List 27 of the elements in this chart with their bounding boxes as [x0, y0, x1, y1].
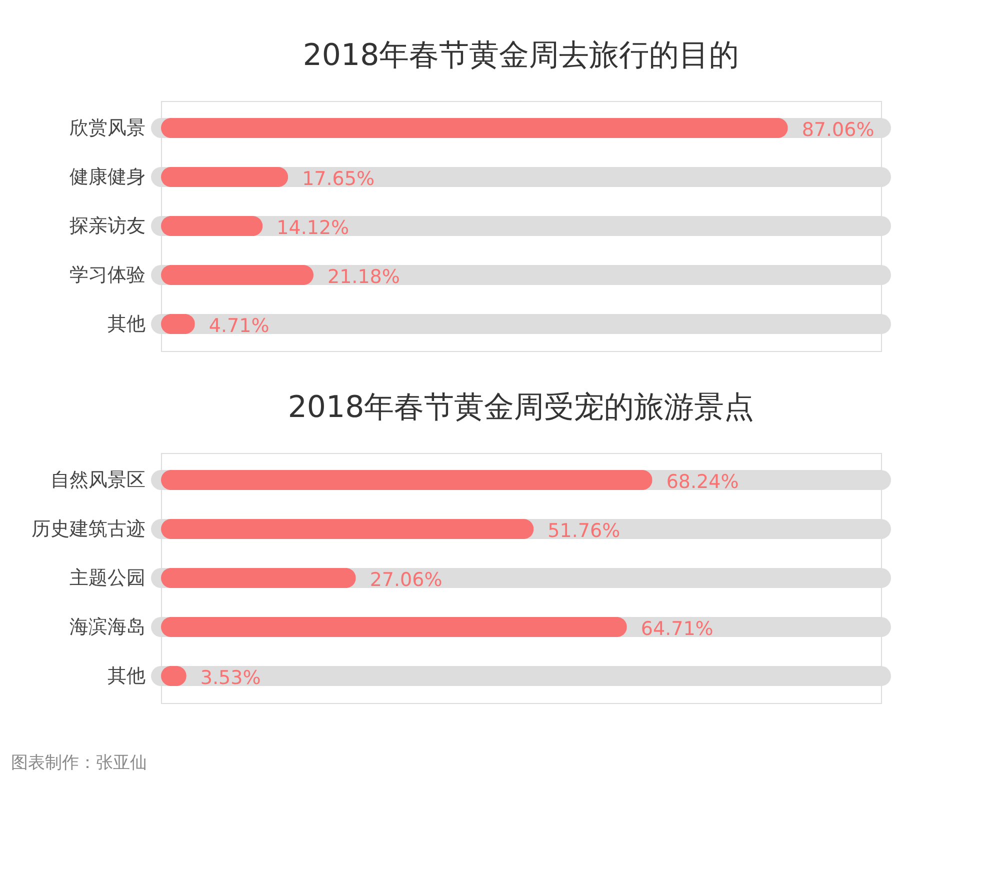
y-tick-label: 其他	[108, 665, 146, 688]
chart-title: 2018年春节黄金周去旅行的目的	[302, 38, 740, 73]
data-label: 4.71%	[208, 315, 270, 338]
y-tick-label: 学习体验	[70, 264, 146, 286]
y-tick-label: 海滨海岛	[70, 616, 146, 638]
y-tick-label: 其他	[108, 313, 146, 336]
y-tick-label: 健康健身	[70, 166, 146, 188]
bar	[161, 265, 314, 286]
data-label: 14.12%	[276, 217, 350, 239]
data-label: 87.06%	[802, 118, 874, 141]
data-label: 51.76%	[548, 520, 620, 542]
data-label: 64.71%	[640, 618, 714, 640]
y-tick-label: 历史建筑古迹	[32, 518, 146, 540]
bar	[161, 216, 263, 236]
data-label: 3.53%	[200, 667, 261, 690]
bar	[161, 568, 356, 588]
chart-title: 2018年春节黄金周受宠的旅游景点	[288, 390, 754, 425]
data-label: 17.65%	[302, 168, 375, 190]
data-label: 68.24%	[666, 470, 739, 493]
data-label: 27.06%	[370, 569, 442, 591]
text: 图表制作：张亚仙	[11, 753, 147, 773]
y-tick-label: 探亲访友	[70, 215, 146, 237]
bar	[161, 166, 288, 187]
y-tick-label: 欣赏风景	[70, 116, 146, 139]
data-label: 21.18%	[327, 266, 400, 288]
y-tick-label: 主题公园	[70, 567, 146, 589]
y-tick-label: 自然风景区	[50, 468, 146, 491]
